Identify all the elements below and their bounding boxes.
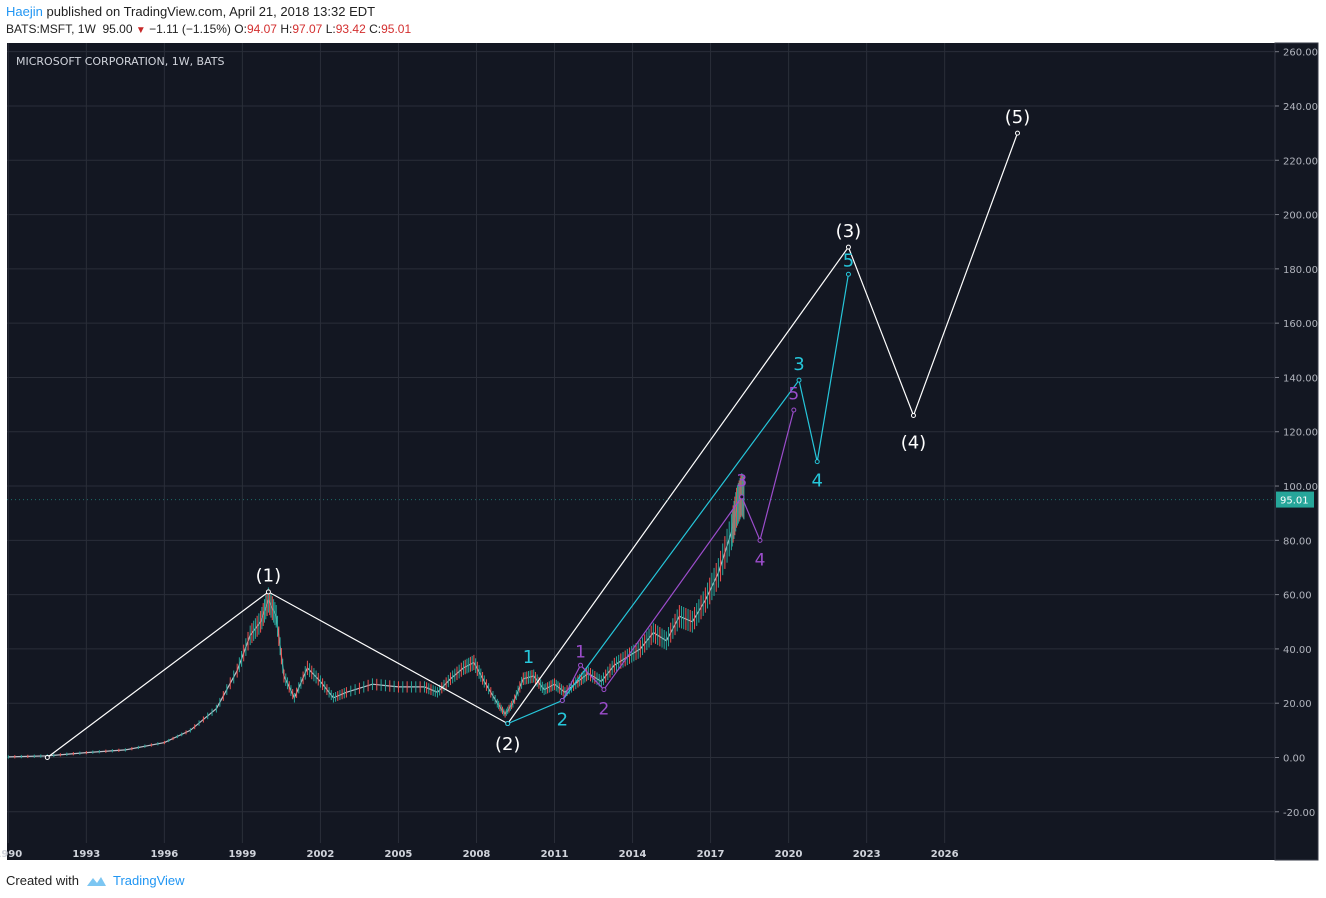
created-with-text: Created with — [6, 873, 79, 888]
wave-label: 2 — [599, 700, 610, 720]
x-tick-label: 1993 — [72, 849, 100, 860]
wave-label: 5 — [788, 385, 799, 405]
wave-label: 4 — [755, 550, 766, 570]
wave-point — [578, 662, 584, 668]
y-tick-label: 260.00 — [1283, 48, 1318, 59]
y-tick-label: 0.00 — [1283, 753, 1305, 764]
tradingview-logo-icon — [86, 876, 106, 886]
wave-label: 1 — [575, 643, 586, 663]
x-tick-label: 1999 — [228, 849, 256, 860]
y-tick-label: 100.00 — [1283, 482, 1318, 493]
wave-label: 5 — [843, 251, 854, 272]
wave-line-0 — [46, 132, 1019, 758]
y-tick-label: -20.00 — [1283, 808, 1315, 819]
wave-label: 3 — [736, 472, 747, 492]
wave-point — [757, 537, 763, 543]
wave-label: (1) — [256, 566, 282, 587]
candles — [7, 473, 745, 759]
wave-label: 3 — [793, 354, 804, 375]
wave-label: (4) — [901, 433, 927, 454]
close-value: 95.01 — [381, 22, 412, 36]
tradingview-link[interactable]: TradingView — [112, 873, 185, 888]
y-tick-label: 240.00 — [1283, 102, 1318, 113]
low-label: L: — [325, 22, 336, 36]
plot-area — [7, 43, 1275, 860]
close-label: C: — [369, 22, 382, 36]
wave-label: 4 — [811, 471, 822, 492]
wave-label: (2) — [495, 734, 521, 755]
price-change: −1.11 (−1.15%) — [149, 22, 231, 36]
y-tick-label: 40.00 — [1283, 645, 1312, 656]
y-tick-label: 180.00 — [1283, 265, 1318, 276]
y-tick-label: 140.00 — [1283, 373, 1318, 384]
x-tick-label: 2014 — [619, 849, 647, 860]
footer: Created with TradingView — [6, 873, 185, 888]
y-tick-label: 160.00 — [1283, 319, 1318, 330]
down-arrow-icon: ▼ — [135, 25, 146, 36]
last-price: 95.00 — [102, 22, 133, 36]
wave-point — [845, 271, 851, 277]
low-value: 93.42 — [335, 22, 366, 36]
high-label: H: — [280, 22, 293, 36]
wave-point — [265, 589, 271, 595]
y-tick-label: 120.00 — [1283, 428, 1318, 439]
x-tick-label: 1996 — [150, 849, 178, 860]
y-tick-label: 220.00 — [1283, 156, 1318, 167]
chart-title: MICROSOFT CORPORATION, 1W, BATS — [16, 55, 224, 68]
wave-label: (3) — [836, 221, 862, 242]
wave-line-2 — [561, 409, 795, 701]
wave-point — [845, 244, 851, 250]
high-value: 97.07 — [292, 22, 323, 36]
y-tick-label: 20.00 — [1283, 699, 1312, 710]
wave-point — [601, 687, 607, 693]
ohlc-info: BATS:MSFT, 1W 95.00 ▼ −1.11 (−1.15%) O:9… — [6, 22, 411, 36]
wave-point — [739, 494, 745, 500]
wave-point — [44, 754, 50, 760]
wave-point — [559, 697, 565, 703]
wave-point — [505, 721, 511, 727]
symbol-label: BATS:MSFT, 1W — [6, 22, 96, 36]
x-tick-label: 2020 — [775, 849, 803, 860]
y-tick-label: 80.00 — [1283, 536, 1312, 547]
wave-point — [910, 412, 916, 418]
wave-point — [814, 459, 820, 465]
price-chart[interactable]: 260.00240.00220.00200.00180.00160.00140.… — [0, 0, 1326, 870]
x-tick-label: 1990 — [0, 849, 22, 860]
wave-point — [791, 407, 797, 413]
x-tick-label: 2002 — [307, 849, 335, 860]
y-tick-label: 60.00 — [1283, 591, 1312, 602]
x-tick-label: 2023 — [853, 849, 881, 860]
x-tick-label: 2011 — [541, 849, 569, 860]
price-axis — [1274, 42, 1319, 861]
wave-point — [1014, 130, 1020, 136]
open-value: 94.07 — [246, 22, 277, 36]
x-tick-label: 2005 — [385, 849, 413, 860]
publish-text: published on TradingView.com, April 21, … — [46, 4, 376, 19]
wave-label: 1 — [523, 647, 534, 668]
x-tick-label: 2008 — [463, 849, 491, 860]
open-label: O: — [234, 22, 247, 36]
x-tick-label: 2026 — [931, 849, 959, 860]
wave-label: 2 — [557, 709, 568, 730]
last-price-tag-label: 95.01 — [1280, 496, 1309, 507]
x-tick-label: 2017 — [697, 849, 725, 860]
wave-label: (5) — [1005, 107, 1031, 128]
y-tick-label: 200.00 — [1283, 211, 1318, 222]
wave-point — [796, 377, 802, 383]
last-price-tag — [1276, 491, 1314, 508]
author-link[interactable]: Haejin — [6, 4, 43, 19]
publish-info: Haejin published on TradingView.com, Apr… — [6, 4, 375, 19]
